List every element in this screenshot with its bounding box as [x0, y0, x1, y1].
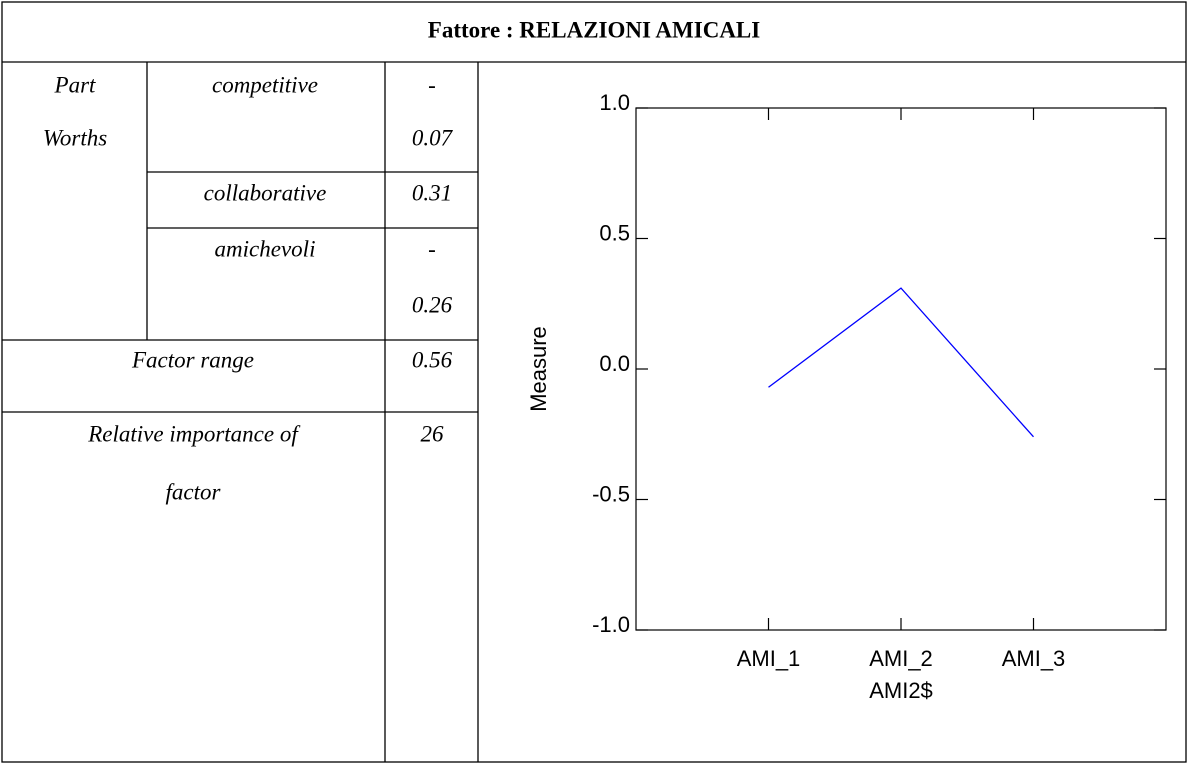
level: competitive: [212, 72, 318, 97]
plot-frame: [635, 107, 1167, 631]
y-tick-label: -0.5: [592, 481, 630, 506]
y-axis-label: Measure: [526, 326, 551, 412]
y-tick-label: 0.5: [599, 220, 630, 245]
y-tick-label: 0.0: [599, 351, 630, 376]
level: amichevoli: [215, 236, 316, 261]
value: 0.07: [412, 125, 454, 150]
value: 0.56: [412, 347, 453, 372]
row-label: Factor range: [131, 347, 254, 372]
title: Fattore : RELAZIONI AMICALI: [428, 17, 760, 42]
value: 0.31: [412, 180, 452, 205]
row-label: Worths: [43, 125, 107, 150]
row-label: Part: [54, 72, 97, 97]
row-label: factor: [166, 479, 222, 504]
x-tick-label: AMI_1: [737, 646, 801, 671]
value: 0.26: [412, 292, 453, 317]
x-tick-label: AMI_2: [869, 646, 933, 671]
x-tick-label: AMI_3: [1002, 646, 1066, 671]
row-label: Relative importance of: [87, 421, 301, 446]
level: collaborative: [204, 180, 327, 205]
x-axis-label: AMI2$: [869, 678, 933, 703]
y-tick-label: -1.0: [592, 612, 630, 637]
value: -: [428, 72, 436, 97]
value: 26: [421, 421, 445, 446]
y-tick-label: 1.0: [599, 90, 630, 115]
value: -: [428, 236, 436, 261]
line: [768, 287, 1034, 438]
